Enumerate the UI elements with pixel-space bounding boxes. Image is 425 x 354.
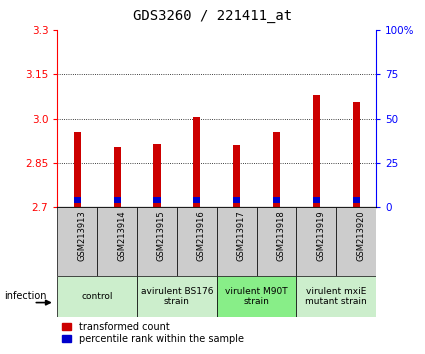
Text: GSM213915: GSM213915 — [157, 211, 166, 261]
Bar — [313, 95, 320, 207]
Text: GSM213917: GSM213917 — [237, 211, 246, 261]
Bar — [137, 207, 177, 276]
Bar — [353, 197, 360, 203]
Bar — [273, 197, 280, 203]
Bar — [113, 197, 121, 203]
Text: infection: infection — [4, 291, 47, 302]
Bar — [257, 207, 296, 276]
Bar — [233, 197, 240, 203]
Bar — [153, 197, 161, 203]
Bar — [336, 207, 376, 276]
Text: GSM213920: GSM213920 — [356, 211, 365, 261]
Text: avirulent BS176
strain: avirulent BS176 strain — [141, 287, 213, 306]
Bar — [193, 117, 201, 207]
Text: GSM213916: GSM213916 — [197, 211, 206, 261]
Legend: transformed count, percentile rank within the sample: transformed count, percentile rank withi… — [62, 322, 244, 344]
Bar — [217, 207, 257, 276]
Bar — [353, 102, 360, 207]
Bar — [217, 276, 296, 317]
Text: GSM213919: GSM213919 — [316, 211, 326, 261]
Bar — [137, 276, 217, 317]
Bar — [74, 132, 81, 207]
Bar — [313, 197, 320, 203]
Bar — [233, 145, 240, 207]
Bar — [177, 207, 217, 276]
Bar — [193, 197, 201, 203]
Bar — [57, 207, 97, 276]
Bar — [296, 276, 376, 317]
Bar — [97, 207, 137, 276]
Bar — [57, 276, 137, 317]
Bar — [153, 144, 161, 207]
Bar — [113, 147, 121, 207]
Text: GSM213913: GSM213913 — [77, 211, 86, 261]
Bar — [273, 132, 280, 207]
Bar — [74, 197, 81, 203]
Text: GSM213914: GSM213914 — [117, 211, 126, 261]
Text: virulent M90T
strain: virulent M90T strain — [225, 287, 288, 306]
Text: GDS3260 / 221411_at: GDS3260 / 221411_at — [133, 9, 292, 23]
Bar — [296, 207, 336, 276]
Text: GSM213918: GSM213918 — [277, 211, 286, 261]
Text: virulent mxiE
mutant strain: virulent mxiE mutant strain — [306, 287, 367, 306]
Text: control: control — [82, 292, 113, 301]
